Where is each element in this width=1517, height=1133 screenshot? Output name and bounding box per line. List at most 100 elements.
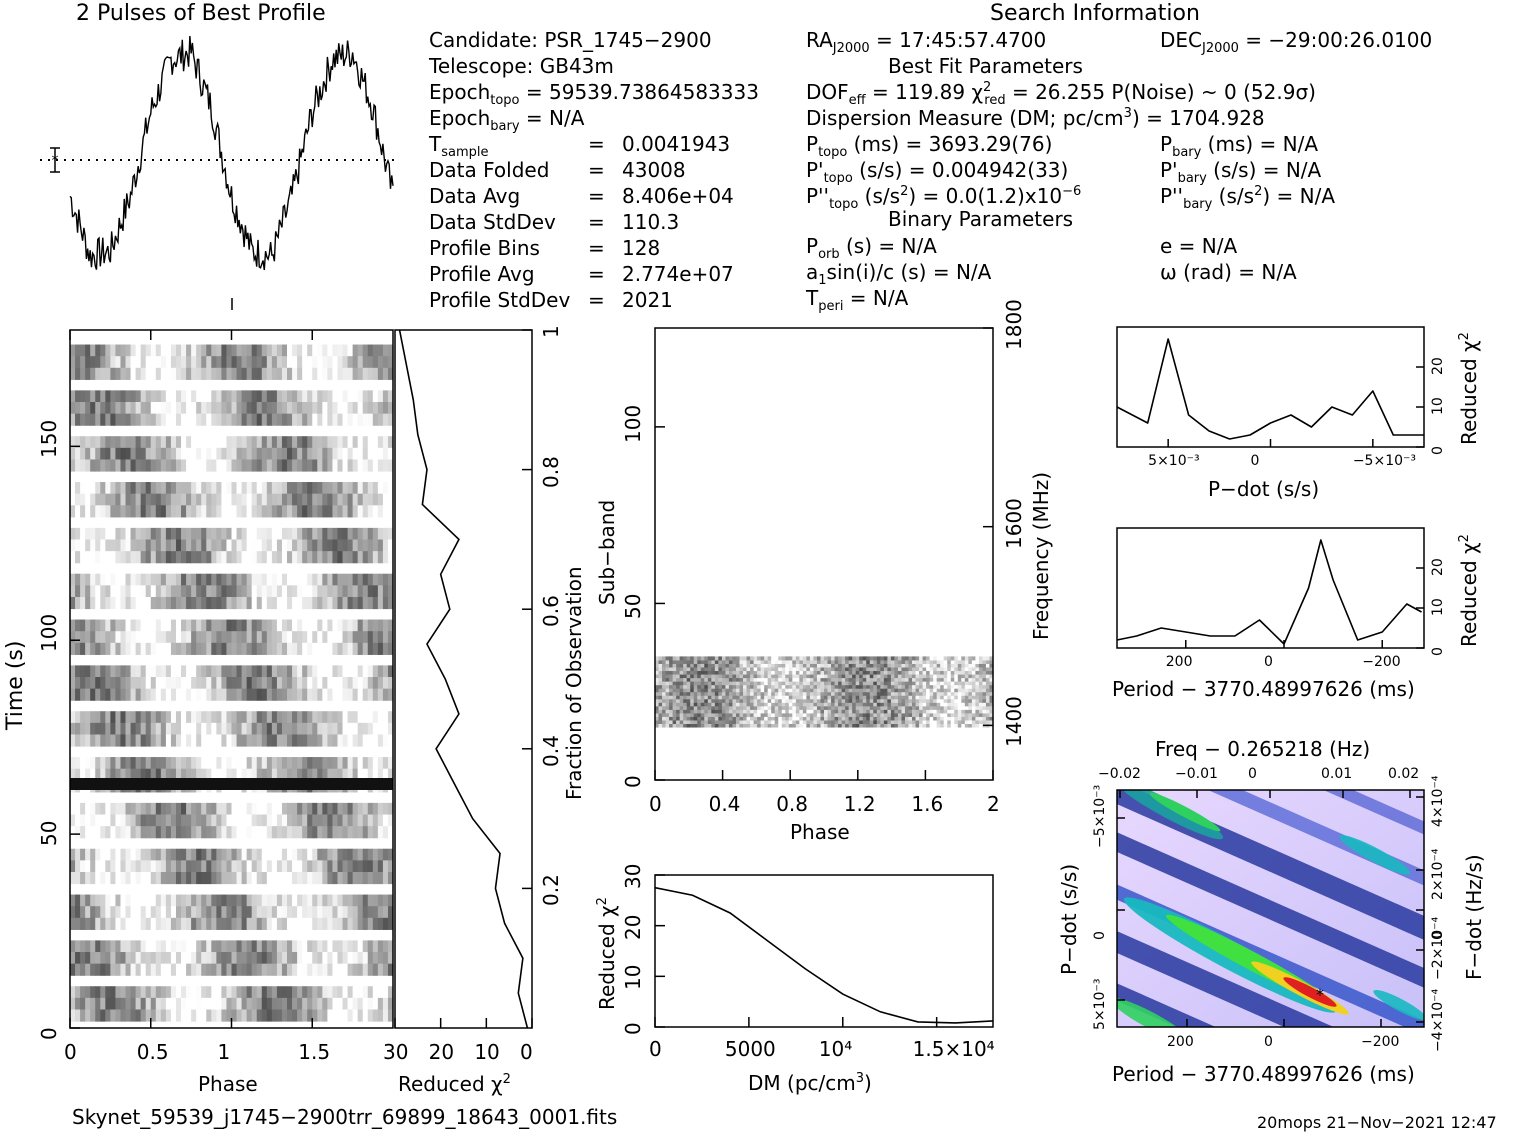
subband-cell [915,723,920,728]
subband-cell [859,688,864,693]
time-phase-cell [357,997,364,1010]
subband-cell [693,674,698,679]
time-phase-cell [135,459,142,472]
subband-cell [961,702,966,707]
time-phase-cell [150,390,157,403]
subband-cell [834,681,839,686]
time-phase-cell [276,619,283,632]
subband-cell [978,691,983,696]
time-phase-cell [302,688,308,701]
time-phase-cell [251,894,258,907]
time-phase-cell [221,631,227,644]
subband-cell [767,705,772,710]
time-phase-cell [191,493,197,506]
subband-cell [848,723,853,728]
subband-cell [781,677,786,682]
time-phase-cell [120,848,127,861]
time-phase-cell [347,1009,354,1022]
subband-cell [831,677,836,682]
time-phase-cell [170,688,177,701]
subband-cell [697,659,702,664]
time-phase-cell [70,505,76,518]
subband-cell [704,719,709,724]
time-phase-cell [281,814,288,827]
time-phase-cell [317,894,323,907]
time-phase-cell [186,757,192,770]
time-phase-cell [387,356,394,369]
subband-cell [876,667,881,672]
subband-cell [820,698,825,703]
subband-cell [686,659,691,664]
subband-cell [781,670,786,675]
time-phase-cell [196,447,202,460]
time-phase-cell [120,940,127,953]
subband-cell [982,674,987,679]
pd-bary-text: P'bary (s/s) = N/A [1160,158,1322,186]
time-phase-cell [236,963,243,976]
time-phase-cell [160,1009,167,1022]
subband-cell [743,712,748,717]
subband-cell [802,688,807,693]
time-phase-cell [297,871,303,885]
time-phase-cell [191,401,197,415]
time-phase-cell [276,997,283,1010]
time-phase-cell [186,493,192,506]
time-phase-cell [186,677,192,690]
time-phase-cell [236,940,243,953]
subband-cell [799,656,804,661]
time-phase-cell [105,596,111,610]
time-phase-cell [352,802,359,816]
time-phase-cell [95,527,101,541]
time-phase-cell [312,757,318,770]
subband-cell [778,695,783,700]
time-phase-cell [135,401,142,415]
subband-cell [693,723,698,728]
subband-cell [859,691,864,696]
time-phase-cell [216,814,222,827]
subband-cell [964,677,969,682]
time-phase-cell [150,551,157,564]
time-phase-cell [276,390,283,403]
subband-cell [669,659,674,664]
subband-cell [940,709,945,714]
subband-cell [894,691,899,696]
subband-cell [957,691,962,696]
subband-cell [802,723,807,728]
time-phase-cell [231,734,238,747]
time-phase-cell [372,940,379,953]
subband-cell [873,719,878,724]
time-phase-cell [276,952,283,965]
subband-cell [788,716,793,721]
time-phase-cell [251,596,258,610]
time-phase-cell [236,848,243,861]
time-phase-cell [352,952,359,965]
time-phase-cell [145,906,152,919]
time-phase-cell [110,665,116,678]
subband-cell [813,684,818,689]
time-phase-cell [377,677,384,690]
time-phase-cell [276,711,283,724]
time-phase-cell [160,814,167,827]
time-phase-cell [271,917,278,930]
time-phase-cell [367,619,374,632]
subband-cell [655,712,660,717]
subband-cell [855,681,860,686]
subband-cell [982,698,987,703]
subband-cell [894,688,899,693]
subband-cell [686,677,691,682]
subband-cell [655,723,660,728]
time-phase-cell [377,688,384,701]
time-phase-cell [211,826,217,839]
time-phase-cell [251,401,258,415]
time-phase-cell [362,986,369,999]
subband-cell [841,691,846,696]
subband-cell [922,681,927,686]
subband-cell [700,702,705,707]
time-phase-cell [130,688,137,701]
time-phase-cell [181,677,187,690]
subband-cell [957,712,962,717]
time-phase-cell [382,768,389,781]
time-phase-cell [231,619,238,632]
time-phase-cell [382,447,389,460]
time-phase-cell [170,539,177,552]
